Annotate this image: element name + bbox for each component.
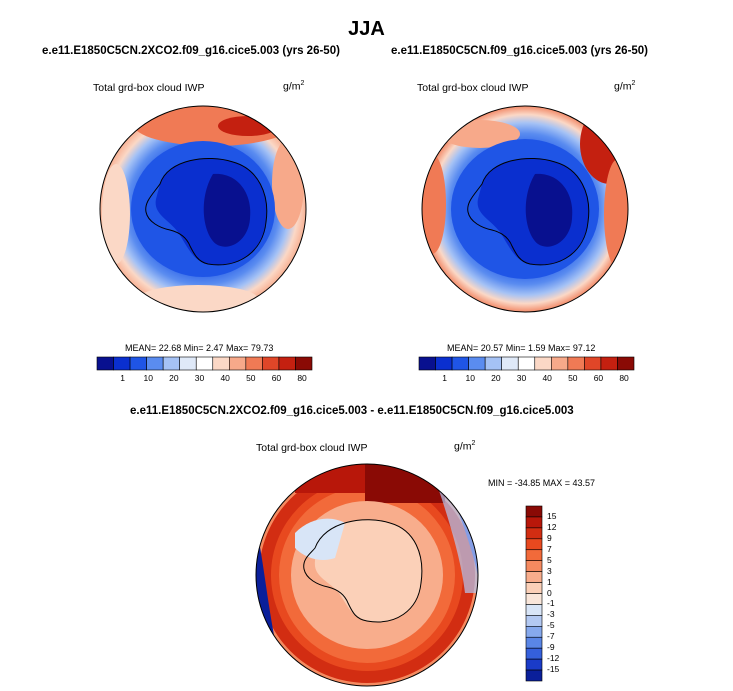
panel1-colorbar xyxy=(96,356,313,371)
colorbar-tick-label: -9 xyxy=(547,642,555,653)
colorbar-tick-label: 20 xyxy=(169,373,179,383)
colorbar-tick-label: 30 xyxy=(516,373,527,383)
colorbar-tick-label: 7 xyxy=(547,543,552,554)
panel2-title: e.e11.E1850C5CN.f09_g16.cice5.003 (yrs 2… xyxy=(391,45,649,57)
colorbar-swatch xyxy=(295,356,313,371)
colorbar-tick-label: 40 xyxy=(220,373,230,383)
colorbar-swatch xyxy=(534,356,552,371)
colorbar-swatch xyxy=(212,356,230,371)
difference-map xyxy=(255,463,479,687)
difference-units: g/m2 xyxy=(454,440,476,453)
colorbar-swatch xyxy=(229,356,247,371)
colorbar-swatch xyxy=(525,549,543,561)
colorbar-swatch xyxy=(525,560,543,572)
colorbar-tick-label: 15 xyxy=(547,510,557,521)
season-title: JJA xyxy=(348,18,385,40)
colorbar-swatch xyxy=(600,356,618,371)
colorbar-swatch xyxy=(617,356,635,371)
colorbar-swatch xyxy=(484,356,502,371)
difference-colorbar xyxy=(525,505,543,682)
colorbar-swatch xyxy=(525,571,543,583)
colorbar-swatch xyxy=(517,356,536,371)
colorbar-swatch xyxy=(113,356,131,371)
colorbar-swatch xyxy=(278,356,296,371)
colorbar-swatch xyxy=(525,604,543,616)
colorbar-swatch xyxy=(525,538,543,551)
colorbar-swatch xyxy=(584,356,602,371)
colorbar-swatch xyxy=(501,356,519,371)
colorbar-tick-label: -15 xyxy=(547,664,560,675)
colorbar-swatch xyxy=(468,356,486,371)
colorbar-tick-label: 0 xyxy=(547,587,552,598)
colorbar-swatch xyxy=(525,593,543,605)
colorbar-swatch xyxy=(525,615,543,627)
colorbar-swatch xyxy=(525,626,543,638)
colorbar-tick-label: 1 xyxy=(120,373,125,383)
colorbar-swatch xyxy=(525,582,543,594)
colorbar-tick-label: 3 xyxy=(547,565,552,576)
panel1-colorbar-ticks: 1 10 20 30 40 50 60 80 xyxy=(97,373,312,385)
colorbar-swatch xyxy=(96,356,114,371)
colorbar-tick-label: 12 xyxy=(547,521,557,532)
difference-colorbar-ticks: 15 12 9 7 5 3 1 0 -1 -3 -5 -7 -9 -12 -15 xyxy=(547,506,577,681)
colorbar-tick-label: 10 xyxy=(143,373,153,383)
colorbar-tick-label: -3 xyxy=(547,609,555,620)
colorbar-swatch xyxy=(262,356,280,371)
panel2-units: g/m2 xyxy=(614,80,636,93)
colorbar-swatch xyxy=(551,356,569,371)
panel2-variable: Total grd-box cloud IWP xyxy=(417,82,529,94)
panel1-variable: Total grd-box cloud IWP xyxy=(93,82,205,94)
difference-stats: MIN = -34.85 MAX = 43.57 xyxy=(488,478,596,488)
colorbar-tick-label: 9 xyxy=(547,532,552,543)
colorbar-tick-label: 40 xyxy=(542,373,552,383)
colorbar-swatch xyxy=(525,636,543,649)
colorbar-tick-label: 10 xyxy=(465,373,475,383)
panel1-map xyxy=(99,105,307,313)
panel1-title: e.e11.E1850C5CN.2XCO2.f09_g16.cice5.003 … xyxy=(42,45,340,57)
colorbar-swatch xyxy=(525,647,543,660)
difference-variable: Total grd-box cloud IWP xyxy=(256,442,368,454)
colorbar-tick-label: 50 xyxy=(246,373,256,383)
colorbar-swatch xyxy=(567,356,585,371)
panel1-units: g/m2 xyxy=(283,80,305,93)
colorbar-swatch xyxy=(146,356,164,371)
colorbar-tick-label: 50 xyxy=(568,373,578,383)
colorbar-tick-label: -7 xyxy=(547,631,555,642)
colorbar-swatch xyxy=(435,356,453,371)
colorbar-swatch xyxy=(418,356,436,371)
colorbar-swatch xyxy=(245,356,263,371)
colorbar-tick-label: 80 xyxy=(297,373,307,383)
colorbar-tick-label: 5 xyxy=(547,554,552,565)
colorbar-tick-label: 60 xyxy=(593,373,604,383)
colorbar-tick-label: 60 xyxy=(271,373,282,383)
colorbar-tick-label: 80 xyxy=(619,373,629,383)
panel1-stats: MEAN= 22.68 Min= 2.47 Max= 79.73 xyxy=(125,343,274,353)
colorbar-swatch xyxy=(525,669,543,682)
colorbar-tick-label: -1 xyxy=(547,598,555,609)
panel2-colorbar-ticks: 1 10 20 30 40 50 60 80 xyxy=(419,373,634,385)
colorbar-swatch xyxy=(162,356,180,371)
colorbar-tick-label: 1 xyxy=(442,373,447,383)
colorbar-swatch xyxy=(179,356,197,371)
colorbar-swatch xyxy=(195,356,214,371)
colorbar-swatch xyxy=(129,356,147,371)
colorbar-tick-label: 30 xyxy=(194,373,205,383)
panel2-stats: MEAN= 20.57 Min= 1.59 Max= 97.12 xyxy=(447,343,596,353)
difference-title: e.e11.E1850C5CN.2XCO2.f09_g16.cice5.003 … xyxy=(130,405,574,417)
colorbar-tick-label: -12 xyxy=(547,653,560,664)
colorbar-tick-label: 20 xyxy=(491,373,501,383)
colorbar-swatch xyxy=(451,356,469,371)
panel2-colorbar xyxy=(418,356,635,371)
colorbar-swatch xyxy=(525,516,543,529)
colorbar-swatch xyxy=(525,505,543,518)
colorbar-tick-label: -5 xyxy=(547,620,555,631)
panel2-map xyxy=(421,105,629,313)
colorbar-tick-label: 1 xyxy=(547,576,552,587)
colorbar-swatch xyxy=(525,527,543,540)
colorbar-swatch xyxy=(525,658,543,671)
